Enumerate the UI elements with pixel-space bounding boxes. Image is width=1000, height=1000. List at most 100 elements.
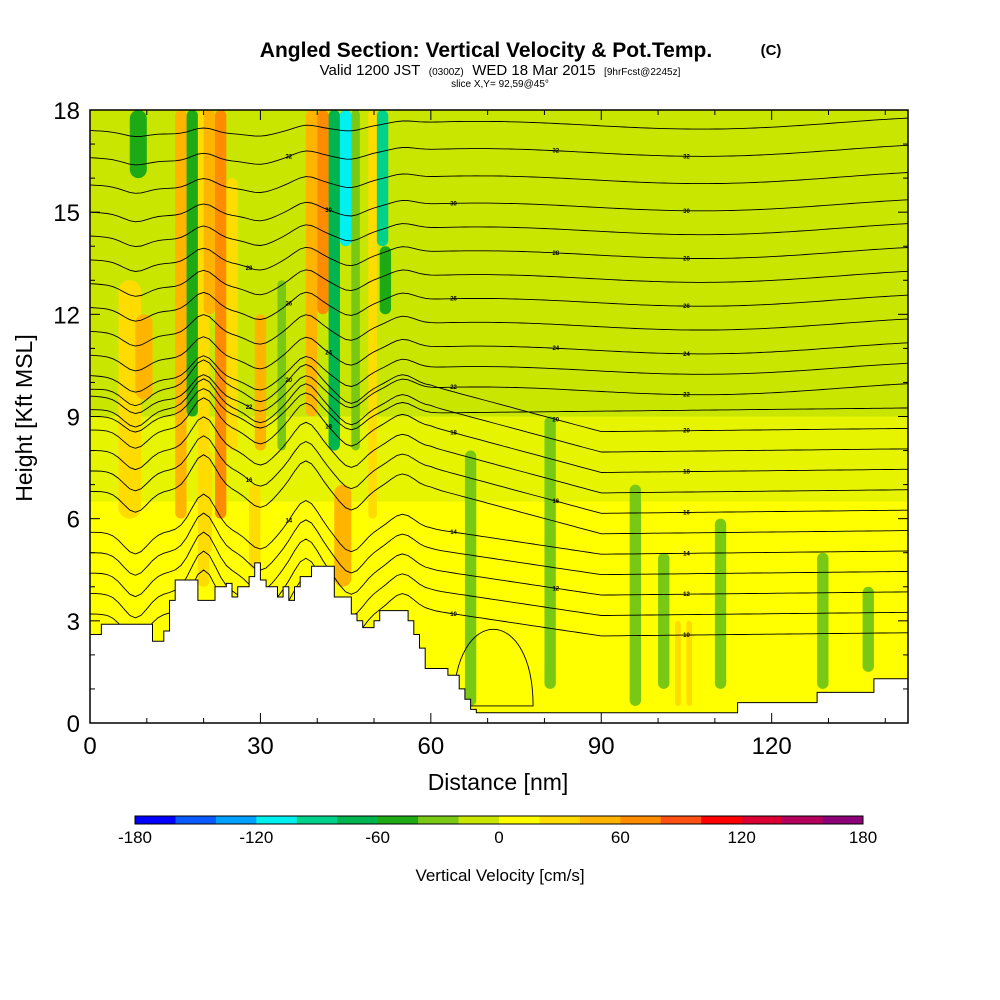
theta-contour-label: 24 [683,352,690,358]
theta-contour-4 [90,493,908,555]
colorbar-swatch [377,816,419,824]
colorbar-swatch [579,816,621,824]
theta-contour-14 [90,336,908,372]
velocity-column-14 [339,110,352,247]
colorbar-swatch [458,816,500,824]
chart-title: Angled Section: Vertical Velocity & Pot.… [260,39,712,62]
velocity-column-23 [544,416,556,689]
theta-contour-label: 22 [246,405,253,411]
theta-contour-15 [90,314,908,347]
colorbar-tick-label: 180 [849,828,877,847]
velocity-column-15 [351,110,360,451]
colorbar-swatch [741,816,783,824]
theta-contour-label: 16 [552,499,559,505]
colorbar-tick-label: -60 [365,828,390,847]
theta-contour-label: 24 [552,346,559,352]
theta-contour-label: 16 [246,478,253,484]
theta-contour-label: 10 [450,612,457,618]
x-tick-label: 0 [83,733,96,760]
theta-contour-label: 30 [325,208,332,214]
theta-contour-label: 32 [683,154,690,160]
theta-contours: 1010101212121414141616161818182020202222… [90,117,908,707]
velocity-column-21 [203,450,213,553]
y-tick-label: 3 [67,609,80,636]
velocity-column-27 [686,620,693,706]
plot-area: 1010101212121414141616161818182020202222… [90,110,908,723]
theta-contour-label: 32 [552,149,559,155]
colorbar-swatch [701,816,742,824]
theta-contour-19 [90,223,908,248]
theta-contour-label: 26 [285,302,292,308]
subtitle-forecast: [9hrFcst@2245z] [604,67,681,78]
theta-contour-label: 18 [325,425,332,431]
subtitle-zulu: (0300Z) [429,67,464,78]
theta-contour-label: 16 [683,510,690,516]
velocity-column-10 [277,280,286,451]
velocity-column-18 [379,246,392,315]
velocity-column-26 [675,620,681,706]
y-tick-label: 12 [53,302,80,329]
colorbar-tick-label: 0 [494,828,503,847]
y-tick-label: 15 [53,200,80,227]
theta-contour-label: 18 [450,431,457,437]
theta-contour-label: 28 [246,266,253,272]
y-tick-label: 0 [67,711,80,738]
slice-note: slice X,Y= 92,59@45° [451,79,549,90]
colorbar-swatch [660,816,702,824]
theta-contour-10 [90,359,908,433]
colorbar-swatch [499,816,540,824]
y-tick-label: 18 [53,98,80,125]
theta-contour-7 [90,416,908,494]
theta-contour-13 [90,355,908,393]
chart-title-unit: (C) [761,42,782,59]
theta-contour-label: 26 [683,304,690,310]
theta-contour-label: 14 [285,518,292,524]
colorbar-tick-label: -120 [239,828,273,847]
colorbar-swatch [782,816,823,824]
velocity-column-8 [226,178,238,451]
colorbar-swatch [539,816,581,824]
theta-contour-8 [90,397,908,473]
colorbar-swatch [620,816,662,824]
velocity-field [90,110,908,706]
velocity-column-16 [368,110,377,519]
colorbar-swatch [215,816,257,824]
velocity-column-20 [249,484,261,570]
theta-contour-label: 14 [683,551,690,557]
theta-contour-16 [90,291,908,322]
velocity-column-24 [629,484,642,706]
velocity-column-29 [817,552,829,689]
colorbar-swatch [135,816,176,824]
velocity-column-30 [862,586,874,672]
x-tick-label: 90 [588,733,615,760]
theta-contour-22 [90,144,908,166]
x-tick-label: 60 [417,733,444,760]
theta-contour-label: 24 [325,351,332,357]
x-tick-label: 30 [247,733,274,760]
velocity-column-13 [328,110,340,451]
colorbar-tick-label: 60 [611,828,630,847]
theta-contour-label: 22 [683,393,690,399]
velocity-column-25 [658,552,670,689]
theta-contour-17 [90,269,908,297]
theta-contour-9 [90,378,908,453]
velocity-column-22 [464,450,477,706]
velocity-column-7 [129,110,147,179]
theta-contour-12 [90,374,908,414]
theta-contour-label: 12 [683,592,690,598]
colorbar: -180 -120 -60 0 60 120 180 [118,815,877,847]
axes: 0 30 60 90 120 0 3 6 9 12 15 18 [53,98,908,760]
theta-contour-18 [90,246,908,272]
colorbar-frame [134,815,864,825]
theta-contour-3 [90,512,908,576]
velocity-column-6 [214,110,227,519]
colorbar-swatch [418,816,459,824]
theta-contour-label: 20 [552,417,559,423]
theta-contour-label: 22 [450,385,457,391]
terrain [90,562,908,723]
theta-contour-label: 18 [683,470,690,476]
theta-contour-label: 14 [450,530,457,536]
theta-contour-6 [90,435,908,514]
y-axis-label: Height [Kft MSL] [11,334,37,501]
